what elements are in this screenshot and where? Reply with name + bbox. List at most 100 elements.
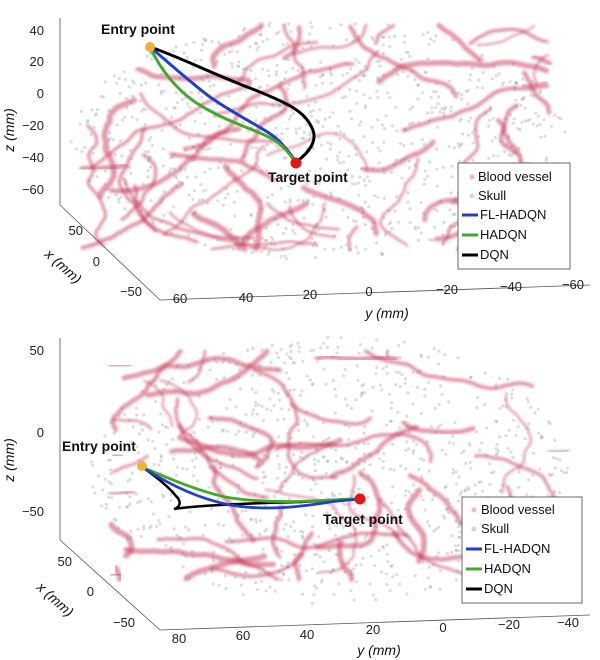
skull-point xyxy=(322,439,326,443)
skull-point xyxy=(337,150,341,154)
skull-point xyxy=(344,38,348,42)
skull-point xyxy=(404,128,408,132)
skull-point xyxy=(226,509,230,514)
skull-point xyxy=(423,387,427,391)
skull-point xyxy=(287,376,291,381)
skull-point xyxy=(531,122,535,126)
skull-point xyxy=(181,551,185,555)
skull-point xyxy=(279,254,283,259)
skull-point xyxy=(408,535,412,539)
skull-point xyxy=(333,494,337,498)
skull-point xyxy=(333,533,337,537)
skull-point xyxy=(267,74,271,78)
skull-point xyxy=(468,375,472,379)
skull-point xyxy=(419,457,423,461)
skull-point xyxy=(159,92,163,96)
skull-point xyxy=(455,482,459,486)
skull-point xyxy=(427,380,431,384)
skull-point xyxy=(475,85,479,90)
skull-point xyxy=(274,126,278,130)
skull-point xyxy=(430,111,434,115)
vessel-segment xyxy=(336,539,355,582)
skull-point xyxy=(157,83,161,87)
skull-point xyxy=(287,117,291,121)
skull-point xyxy=(489,107,493,111)
skull-point xyxy=(268,21,272,25)
skull-point xyxy=(278,398,282,402)
skull-point xyxy=(494,453,499,457)
skull-point xyxy=(411,451,415,455)
skull-point xyxy=(108,458,112,462)
skull-point xyxy=(352,517,356,522)
chart-2-x-tick: 50 xyxy=(58,554,72,569)
skull-point xyxy=(390,170,394,174)
vessel-segment xyxy=(176,423,269,500)
skull-point xyxy=(288,388,292,392)
skull-point xyxy=(458,159,462,163)
skull-point xyxy=(515,81,519,85)
skull-point xyxy=(285,565,289,569)
skull-point xyxy=(517,470,521,475)
skull-point xyxy=(283,108,287,112)
skull-point xyxy=(538,91,542,95)
skull-point xyxy=(273,440,277,444)
skull-point xyxy=(103,169,107,173)
skull-point xyxy=(274,70,278,74)
vessel-segment xyxy=(207,415,275,470)
skull-point xyxy=(325,345,329,349)
skull-point xyxy=(180,98,184,102)
skull-point xyxy=(266,252,270,256)
skull-point xyxy=(356,181,360,185)
skull-point xyxy=(254,391,258,395)
skull-point xyxy=(104,506,108,510)
skull-point xyxy=(523,119,528,123)
skull-point xyxy=(191,554,195,558)
skull-point xyxy=(301,198,305,202)
skull-point xyxy=(379,388,384,392)
skull-point xyxy=(282,417,286,421)
chart-2-z-tick: 0 xyxy=(37,425,44,440)
skull-point xyxy=(514,433,518,437)
skull-point xyxy=(230,540,234,544)
skull-point xyxy=(139,534,143,538)
skull-point xyxy=(235,50,239,54)
skull-point xyxy=(451,212,455,217)
skull-point xyxy=(444,484,448,489)
skull-point xyxy=(146,168,150,173)
skull-point xyxy=(114,193,118,197)
skull-point xyxy=(346,215,350,220)
skull-point xyxy=(258,199,262,203)
skull-point xyxy=(302,418,307,422)
skull-point xyxy=(469,375,473,379)
skull-point xyxy=(351,39,355,43)
skull-point xyxy=(97,474,101,478)
skull-point xyxy=(332,592,336,597)
skull-point xyxy=(254,520,258,524)
skull-point xyxy=(273,177,277,181)
chart-1-x-ticks: 50 0 −50 xyxy=(69,223,142,299)
skull-point xyxy=(369,519,373,524)
skull-point xyxy=(266,195,270,200)
chart-2-y-tick: 40 xyxy=(300,627,314,642)
vessel-segment xyxy=(363,349,535,391)
skull-point xyxy=(372,220,376,225)
skull-point xyxy=(435,147,439,151)
skull-point xyxy=(298,455,303,459)
skull-point xyxy=(129,100,133,104)
skull-point xyxy=(312,348,316,352)
skull-point xyxy=(100,504,104,508)
vessel-segment xyxy=(117,126,199,244)
skull-point xyxy=(410,493,414,497)
skull-point xyxy=(260,404,264,409)
vessel-segment xyxy=(110,349,183,433)
skull-point xyxy=(322,560,326,564)
skull-point xyxy=(420,138,424,142)
vessel-segment xyxy=(108,363,132,368)
skull-point xyxy=(413,225,417,229)
skull-point xyxy=(165,232,169,236)
skull-point xyxy=(246,238,250,242)
skull-point xyxy=(276,547,280,551)
skull-point xyxy=(349,573,353,577)
skull-point xyxy=(300,136,304,140)
skull-point xyxy=(279,186,283,190)
